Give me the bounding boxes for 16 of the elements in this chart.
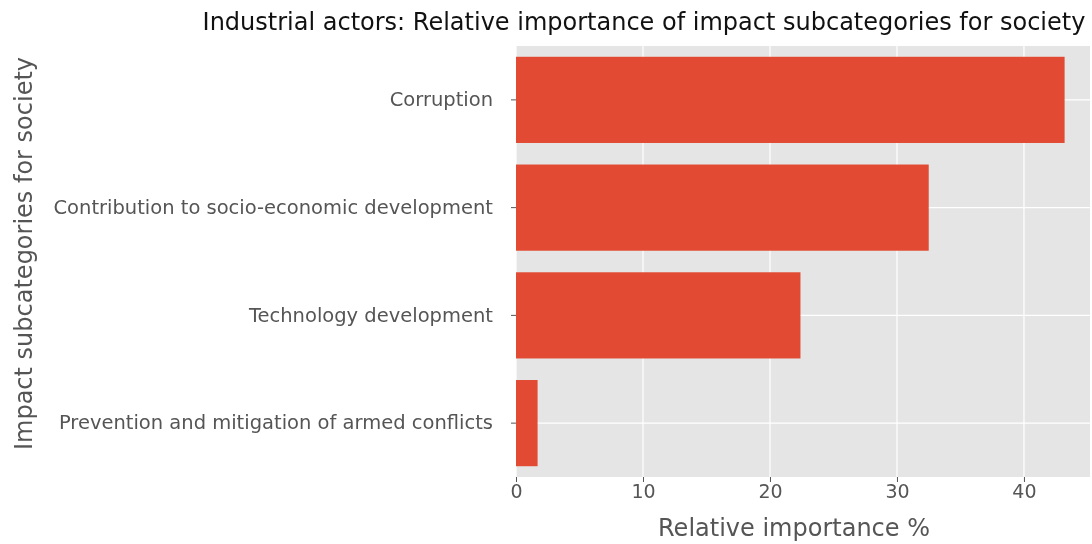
- x-tick-label: 30: [885, 480, 910, 503]
- y-tick-label: Prevention and mitigation of armed conflicts: [58, 411, 493, 435]
- chart-title: Industrial actors: Relative importance of impact subcategories for society: [202, 8, 1086, 36]
- y-tick-label: Corruption: [389, 88, 493, 112]
- x-axis-title: Relative importance %: [658, 514, 930, 542]
- bar: [516, 56, 1065, 143]
- bar: [516, 164, 929, 251]
- x-tick-label: 40: [1012, 480, 1037, 503]
- y-axis-title: Impact subcategories for society: [10, 56, 38, 451]
- bar: [516, 272, 801, 359]
- x-tick-label: 0: [510, 480, 523, 503]
- y-tick-label: Contribution to socio-economic development: [53, 195, 494, 219]
- y-tick-label: Technology development: [247, 303, 494, 327]
- bar: [516, 380, 538, 467]
- x-tick-label: 20: [758, 480, 783, 503]
- x-tick-label: 10: [631, 480, 656, 503]
